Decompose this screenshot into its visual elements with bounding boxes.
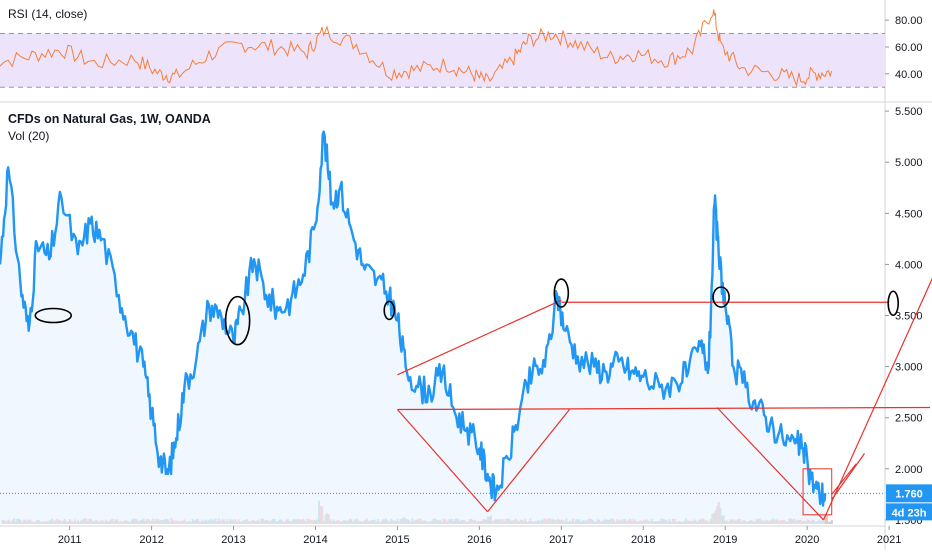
rsi-ytick-label: 40.00 — [895, 69, 923, 81]
volume-bar — [829, 521, 832, 524]
volume-bar — [830, 520, 833, 524]
price-area-fill — [0, 131, 826, 524]
time-xtick-label: 2018 — [631, 534, 655, 546]
time-xtick-label: 2012 — [139, 534, 163, 546]
rsi-ytick-label: 80.00 — [895, 15, 923, 27]
price-ytick-label: 4.500 — [895, 208, 923, 220]
time-xtick-label: 2015 — [385, 534, 409, 546]
time-xtick-label: 2019 — [713, 534, 737, 546]
trend-annotation-line — [487, 409, 570, 513]
price-ytick-label: 2.000 — [895, 464, 923, 476]
rsi-ytick-label: 60.00 — [895, 42, 923, 54]
annotation-box — [802, 468, 833, 516]
price-ytick-label: 5.500 — [895, 106, 923, 118]
last-price-label: 1.760 — [895, 488, 923, 500]
price-ytick-label: 5.000 — [895, 157, 923, 169]
hand-drawn-circle-marker — [712, 286, 730, 308]
main-chart-title: CFDs on Natural Gas, 1W, OANDA — [8, 112, 211, 126]
trend-annotation-line — [822, 277, 932, 521]
time-xtick-label: 2021 — [877, 534, 901, 546]
volume-bar — [824, 515, 827, 524]
volume-bar — [826, 515, 828, 524]
price-ytick-label: 3.000 — [895, 362, 923, 374]
countdown-tag — [886, 503, 932, 521]
time-xtick-label: 2016 — [467, 534, 491, 546]
time-xtick-label: 2020 — [795, 534, 819, 546]
volume-bar — [827, 521, 830, 524]
price-ytick-label: 4.000 — [895, 259, 923, 271]
time-xtick-label: 2014 — [303, 534, 327, 546]
hand-drawn-circle-marker — [34, 307, 73, 324]
trend-annotation-line — [716, 407, 824, 521]
hand-drawn-circle-marker — [887, 290, 899, 317]
trend-annotation-line — [397, 406, 931, 411]
trend-annotation-line — [396, 409, 489, 513]
hand-drawn-circle-marker — [224, 295, 251, 346]
trend-annotation-line — [831, 463, 857, 495]
trend-annotation-line — [831, 453, 866, 500]
hand-drawn-circle-marker — [383, 300, 396, 321]
rsi-line — [0, 9, 833, 88]
volume-legend: Vol (20) — [8, 129, 50, 143]
time-xtick-label: 2017 — [549, 534, 573, 546]
last-price-tag — [886, 484, 932, 503]
hand-drawn-circle-marker — [553, 278, 570, 308]
rsi-legend: RSI (14, close) — [8, 7, 88, 21]
time-xtick-label: 2011 — [58, 534, 82, 546]
countdown-label: 4d 23h — [892, 507, 927, 519]
price-ytick-label: 2.500 — [895, 413, 923, 425]
trend-annotation-line — [397, 299, 562, 376]
price-line — [0, 130, 827, 507]
time-xtick-label: 2013 — [221, 534, 245, 546]
price-ytick-label: 3.500 — [895, 311, 923, 323]
